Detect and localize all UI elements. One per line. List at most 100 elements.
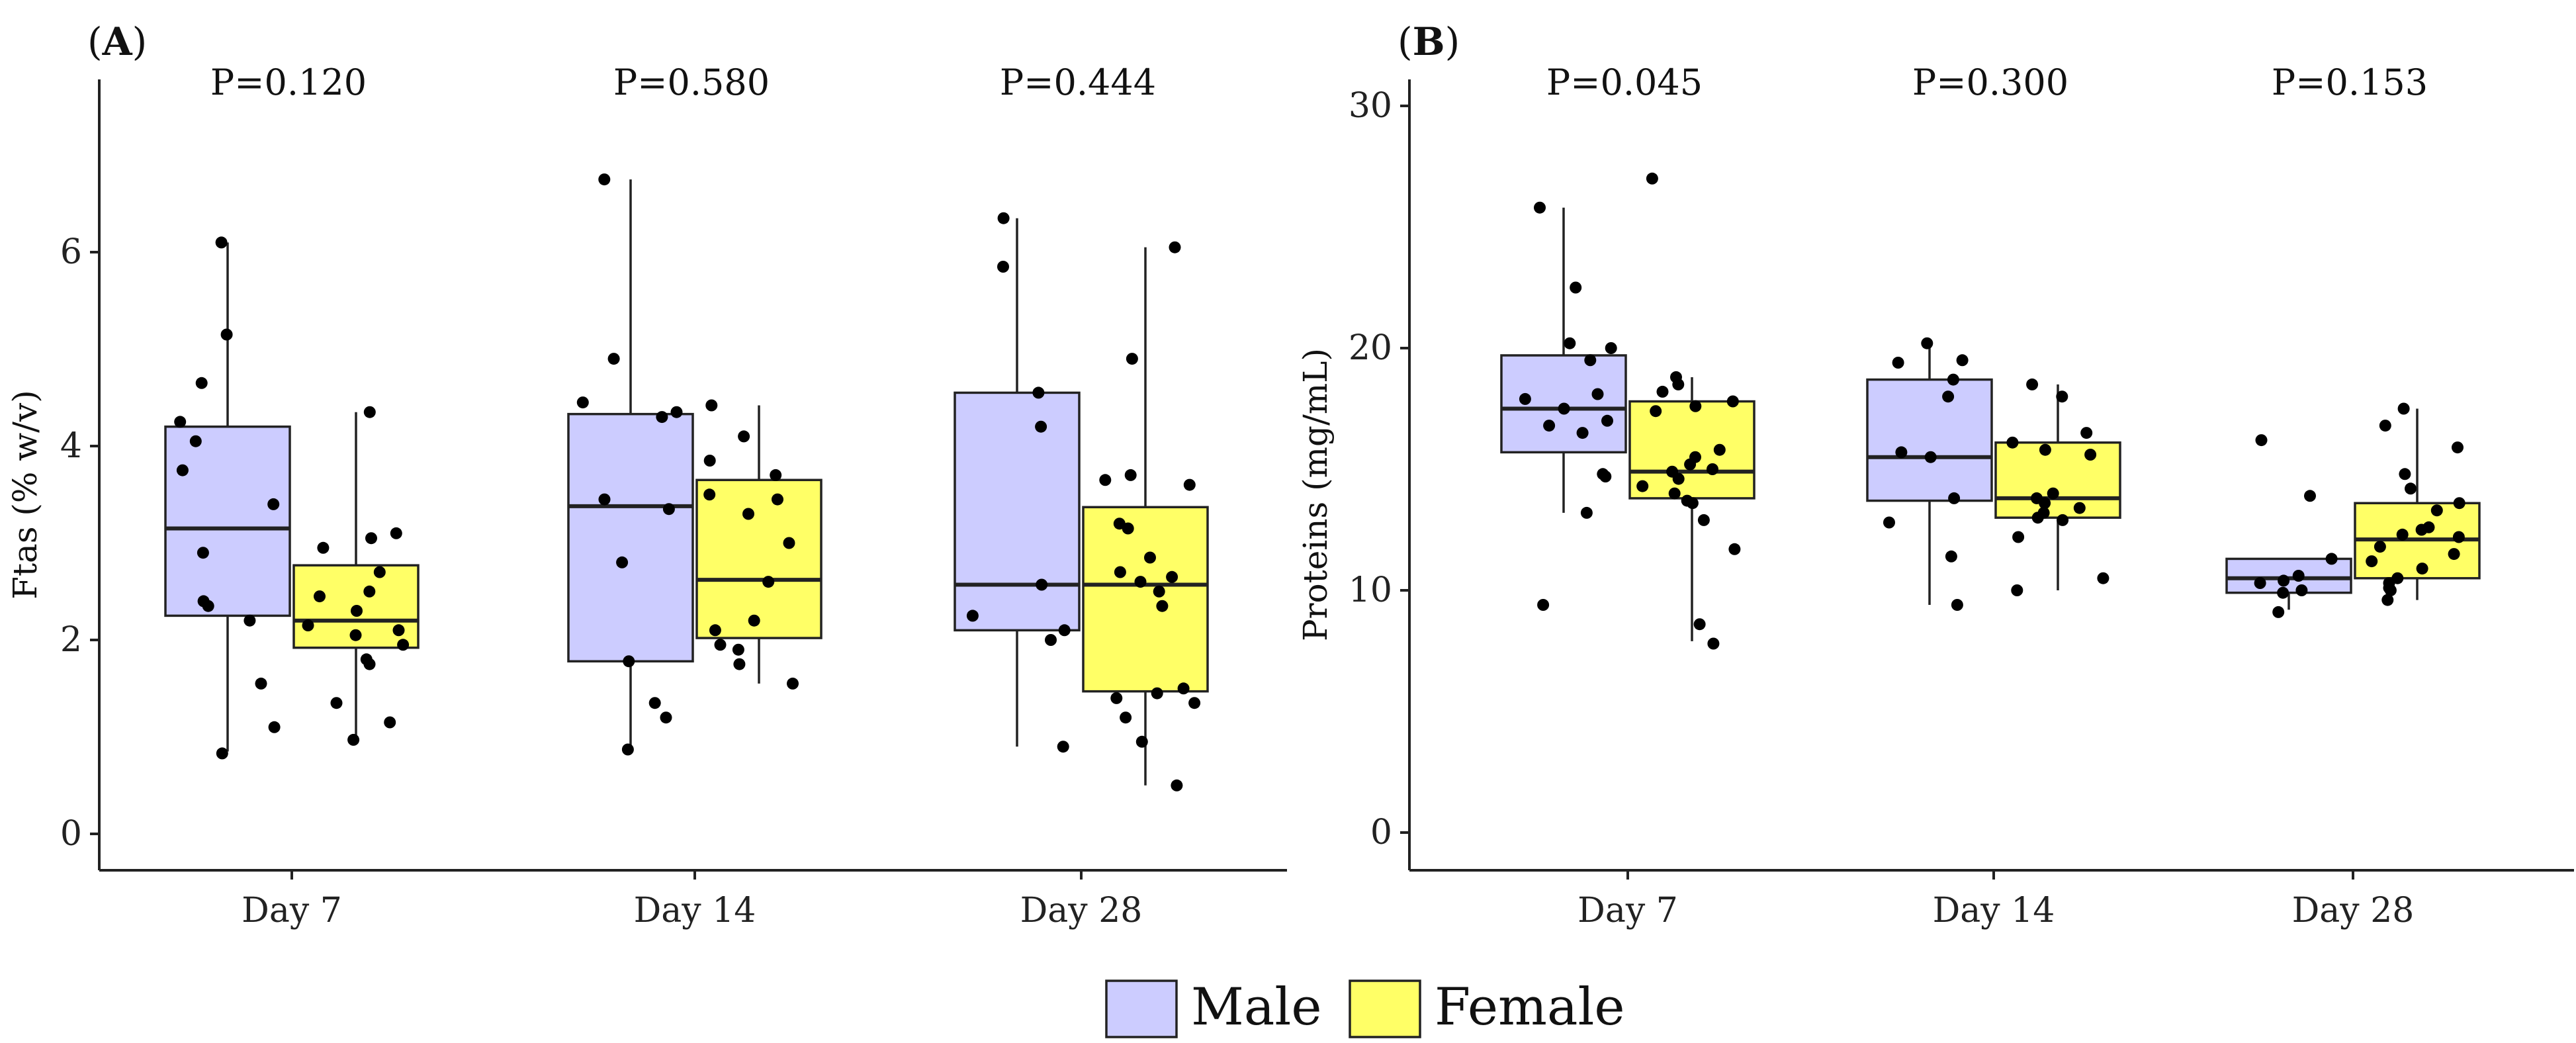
panel-a-male-day-7-point [216, 747, 228, 760]
panel-b-male-day-14-point [1924, 451, 1937, 463]
panel-b-female-day-7-point [1650, 405, 1662, 418]
panel-a-x-tick-label: Day 14 [634, 891, 756, 930]
panel-a-female-day-7-point [384, 716, 396, 729]
panel-b-female-day-28-point [2448, 548, 2460, 561]
panel-b-female-day-7-point [1707, 463, 1718, 475]
panel-a-male-day-14-point [623, 655, 635, 668]
panel-b-male-day-7-point [1584, 354, 1597, 367]
panel-a-male-day-28-point [997, 261, 1009, 273]
panel-b-female-day-7-point [1728, 543, 1741, 555]
panel-a-female-day-7-point [351, 605, 363, 617]
panel-b-female-day-28-point [2397, 402, 2410, 415]
panel-a-label: (A) [87, 19, 147, 64]
panel-b-female-day-14-point [2097, 572, 2110, 584]
panel-b-female-day-28-point [2452, 441, 2464, 454]
panel-b-female-day-28-point [2379, 420, 2391, 432]
panel-b-male-day-28-point [2292, 570, 2305, 582]
panel-a-female-day-28-point [1124, 469, 1137, 481]
panel-b-male-day-14-point [1948, 492, 1961, 504]
panel-a-female-day-28-point [1099, 474, 1112, 486]
panel-a-male-day-14-point [598, 173, 611, 186]
panel-b-female-day-28-point [2416, 563, 2428, 575]
panel-b-female-day-28-point [2381, 594, 2394, 606]
panel-b-male-day-14-point [1956, 354, 1969, 367]
panel-b-female-day-28-point [2366, 555, 2378, 568]
panel-b-female-day-14-point [2039, 443, 2051, 456]
panel-a-male-day-28-point [1035, 420, 1047, 433]
panel-b-male-day-7-point [1601, 414, 1613, 427]
panel-a-male-day-7-point [197, 547, 209, 559]
panel-a-female-day-7-point [317, 541, 330, 554]
panel-a-male-day-14-point [648, 697, 661, 709]
panel-b-male-day-7-point [1591, 388, 1604, 400]
panel-b-male-day-14-point [1951, 599, 1963, 611]
panel-a-female-day-14-point [705, 399, 718, 412]
panel-a-male-day-7-point [195, 377, 208, 389]
panel-b-female-day-28-point [2405, 482, 2417, 495]
panel-b-female-day-7-point [1656, 385, 1669, 398]
panel-a-male-day-7-box [164, 425, 291, 617]
panel-a-female-day-14-box [695, 478, 822, 639]
panel-b-female-day-7-point [1713, 443, 1726, 456]
panel-b-female-day-14-point [2057, 514, 2069, 526]
panel-a-male-day-7-point [268, 721, 281, 733]
panel-a-female-day-7-point [397, 639, 410, 651]
panel-a-female-day-14-point [738, 430, 750, 443]
panel-b-female-day-7-point [1693, 618, 1706, 631]
panel-b-male-day-14-point [1883, 516, 1895, 529]
panel-a-male-day-14-point [576, 396, 589, 409]
panel-a-female-day-28-point [1177, 682, 1190, 695]
panel-a-male-day-14-point [660, 711, 672, 724]
panel-a-female-day-28-point [1183, 478, 1196, 491]
panel-b-female-day-28-point [2374, 541, 2386, 553]
panel-a-female-day-14-point [748, 614, 760, 627]
panel-b-x-tick-label: Day 14 [1933, 891, 2055, 930]
panel-b-female-day-14-point [2073, 502, 2086, 514]
panel-a-female-day-14-point [714, 639, 727, 651]
panel-a-x-tick-label: Day 7 [242, 891, 342, 930]
panel-a-y-tick-label: 2 [60, 620, 82, 660]
panel-a-p-value: P=0.120 [210, 62, 367, 103]
panel-a-male-day-7-point [215, 236, 228, 249]
panel-b-p-value: P=0.045 [1546, 62, 1703, 103]
panel-a-male-day-7-point [244, 614, 256, 627]
panel-a-female-day-14-point [762, 576, 775, 588]
panel-b-male-day-28-point [2304, 490, 2316, 502]
panel-b-male-day-28-point [2272, 606, 2285, 618]
panel-a-female-day-7-point [363, 658, 376, 670]
panel-a-female-day-28-point [1110, 692, 1123, 704]
panel-a-female-day-7-point [392, 624, 405, 637]
panel-b: (B) 0 10 20 30 Proteins (mg/mL) Day 7 P=0.045 D… [1296, 19, 2574, 930]
panel-b-male-day-7-point [1580, 506, 1593, 519]
panel-b-male-day-7-point [1570, 281, 1582, 294]
panel-a-male-day-14-point [607, 353, 620, 365]
panel-b-female-day-7-point [1689, 400, 1702, 412]
panel-b-female-day-14-point [2084, 449, 2097, 461]
panel-b-male-day-14-point [1942, 390, 1955, 403]
panel-a-female-day-28-point [1156, 600, 1169, 612]
panel-a-p-value: P=0.580 [613, 62, 770, 103]
panel-b-male-day-28-point [2278, 574, 2290, 587]
panel-b-female-day-14-point [2031, 512, 2044, 524]
panel-a: (A) 0 2 4 6 Ftas (% w/v) Day 7 P=0.120 Day 14 P=… [6, 19, 1287, 930]
panel-a-female-day-7-point [347, 733, 360, 746]
panel-a-female-day-28-point [1126, 353, 1138, 365]
panel-a-male-day-7-point [202, 600, 214, 612]
panel-b-male-day-7-point [1558, 402, 1570, 415]
legend-swatch-male [1105, 979, 1178, 1038]
panel-a-y-tick-label: 6 [60, 232, 82, 272]
panel-a-female-day-7-point [363, 585, 376, 598]
panel-a-male-day-7-point [176, 464, 189, 476]
panel-b-female-day-28-point [2384, 584, 2397, 596]
panel-b-male-day-28-point [2254, 577, 2266, 589]
panel-a-male-day-14-point [598, 493, 611, 506]
panel-b-male-day-28-point [2295, 584, 2308, 596]
panel-b-female-day-7-point [1668, 487, 1681, 500]
legend: Male Female [1105, 977, 1625, 1038]
panel-b-female-day-7-point [1672, 378, 1685, 390]
legend-label-male: Male [1191, 977, 1321, 1037]
panel-a-female-day-28-point [1166, 570, 1178, 583]
panel-a-female-day-28-point [1151, 687, 1163, 700]
panel-a-female-day-14-point [783, 537, 795, 549]
